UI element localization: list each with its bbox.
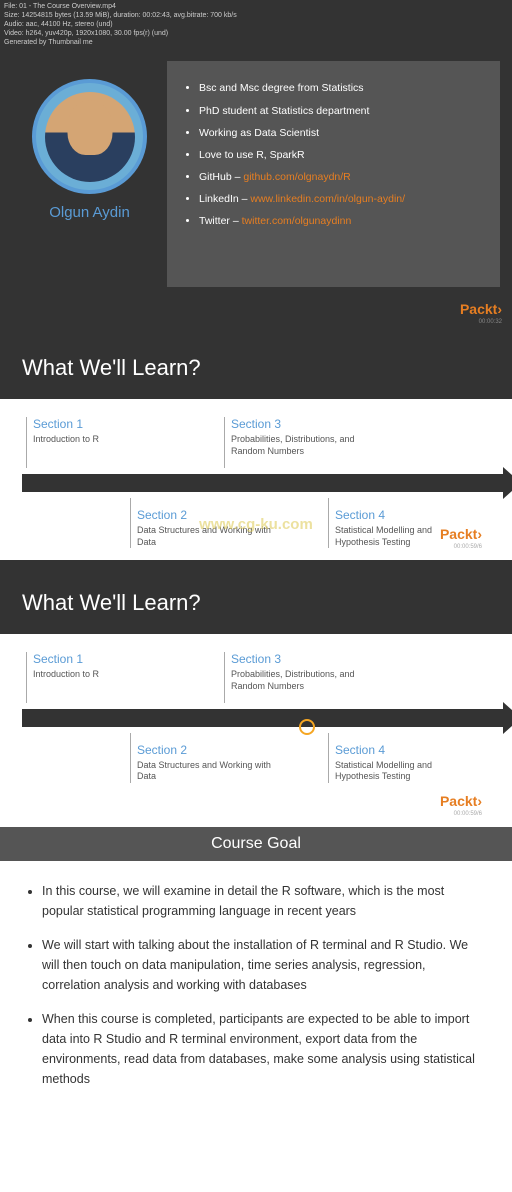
section-3: Section 3 Probabilities, Distributions, … (224, 417, 394, 467)
section-heading: Section 1 (33, 417, 220, 431)
twitter-link[interactable]: twitter.com/olgunaydinn (242, 215, 352, 227)
linkedin-label: LinkedIn – (199, 193, 250, 205)
github-link[interactable]: github.com/olgnaydn/R (243, 171, 350, 183)
video-line: Video: h264, yuv420p, 1920x1080, 30.00 f… (4, 29, 508, 38)
section-heading: Section 3 (231, 652, 390, 666)
timestamp: 00:00:59/6 (20, 811, 492, 817)
gen-line: Generated by Thumbnail me (4, 38, 508, 47)
section-heading: Section 4 (335, 508, 464, 522)
packt-logo: Packt› (0, 299, 512, 321)
section-4: Section 4 Statistical Modelling and Hypo… (328, 733, 468, 783)
section-desc: Data Structures and Working with Data (137, 760, 272, 783)
goal-slide: Course Goal In this course, we will exam… (0, 827, 512, 1123)
section-heading: Section 2 (137, 743, 272, 757)
presenter-name: Olgun Aydin (49, 204, 130, 221)
section-desc: Introduction to R (33, 434, 220, 446)
section-1: Section 1 Introduction to R (26, 417, 224, 467)
bullet: Working as Data Scientist (199, 122, 486, 144)
bullet: PhD student at Statistics department (199, 100, 486, 122)
linkedin-link[interactable]: www.linkedin.com/in/olgun-aydin/ (250, 193, 405, 205)
bullet-twitter: Twitter – twitter.com/olgunaydinn (199, 210, 486, 232)
bullet: Bsc and Msc degree from Statistics (199, 77, 486, 99)
learn-header: What We'll Learn? (0, 325, 512, 399)
section-desc: Probabilities, Distributions, and Random… (231, 669, 390, 692)
audio-line: Audio: aac, 44100 Hz, stereo (und) (4, 20, 508, 29)
goal-bullet: When this course is completed, participa… (42, 1009, 486, 1089)
intro-right: Bsc and Msc degree from Statistics PhD s… (167, 61, 500, 287)
section-heading: Section 4 (335, 743, 464, 757)
size-line: Size: 14254815 bytes (13.59 MiB), durati… (4, 11, 508, 20)
packt-logo: Packt› (20, 791, 492, 813)
learn-title: What We'll Learn? (22, 590, 490, 616)
twitter-label: Twitter – (199, 215, 242, 227)
bullet-linkedin: LinkedIn – www.linkedin.com/in/olgun-ayd… (199, 188, 486, 210)
intro-left: Olgun Aydin (12, 61, 167, 287)
github-label: GitHub – (199, 171, 243, 183)
timeline: Section 1 Introduction to R Section 3 Pr… (0, 634, 512, 827)
avatar-photo (45, 92, 135, 182)
learn-slide-1: What We'll Learn? Section 1 Introduction… (0, 325, 512, 560)
goal-bullet: We will start with talking about the ins… (42, 935, 486, 995)
avatar (32, 79, 147, 194)
arrow-icon (22, 709, 504, 727)
section-heading: Section 3 (231, 417, 390, 431)
section-desc: Statistical Modelling and Hypothesis Tes… (335, 760, 464, 783)
goal-header: Course Goal (0, 827, 512, 861)
goal-bullet: In this course, we will examine in detai… (42, 881, 486, 921)
learn-slide-2: What We'll Learn? Section 1 Introduction… (0, 560, 512, 827)
learn-title: What We'll Learn? (22, 355, 490, 381)
goal-body: In this course, we will examine in detai… (0, 861, 512, 1123)
bullet-github: GitHub – github.com/olgnaydn/R (199, 166, 486, 188)
section-desc: Probabilities, Distributions, and Random… (231, 434, 390, 457)
arrow-icon (22, 474, 504, 492)
section-heading: Section 1 (33, 652, 220, 666)
section-2: Section 2 Data Structures and Working wi… (130, 733, 276, 783)
section-1: Section 1 Introduction to R (26, 652, 224, 702)
file-line: File: 01 - The Course Overview.mp4 (4, 2, 508, 11)
intro-slide: Olgun Aydin Bsc and Msc degree from Stat… (0, 49, 512, 299)
section-desc: Introduction to R (33, 669, 220, 681)
section-3: Section 3 Probabilities, Distributions, … (224, 652, 394, 702)
timeline: Section 1 Introduction to R Section 3 Pr… (0, 399, 512, 560)
bullet: Love to use R, SparkR (199, 144, 486, 166)
file-info-block: File: 01 - The Course Overview.mp4 Size:… (0, 0, 512, 325)
learn-header: What We'll Learn? (0, 560, 512, 634)
